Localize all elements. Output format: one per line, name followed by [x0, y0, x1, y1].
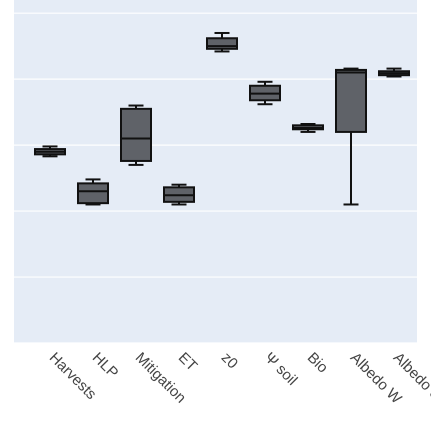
plot-background: [14, 0, 417, 343]
box-body: [335, 68, 367, 133]
x-tick-label: Bio: [304, 349, 331, 376]
box-albedo-s: [378, 67, 410, 78]
box-et: [163, 183, 195, 206]
x-tick-label: z0: [218, 349, 241, 372]
box-mitigation: [120, 104, 152, 166]
grid-lines: [14, 12, 417, 344]
boxes: [34, 31, 410, 206]
box-bio: [292, 123, 324, 133]
box--soil: [249, 80, 281, 106]
box-body: [206, 37, 238, 50]
x-tick-label: HLP: [89, 349, 122, 382]
box-harvests: [34, 145, 66, 158]
box-z0: [206, 31, 238, 53]
box-body: [120, 107, 152, 162]
x-tick-label: ET: [175, 349, 201, 375]
x-tick-label: Ψ soil: [261, 349, 301, 389]
box-hlp: [77, 178, 109, 206]
box-body: [77, 182, 109, 205]
box-albedo-w: [335, 67, 367, 206]
